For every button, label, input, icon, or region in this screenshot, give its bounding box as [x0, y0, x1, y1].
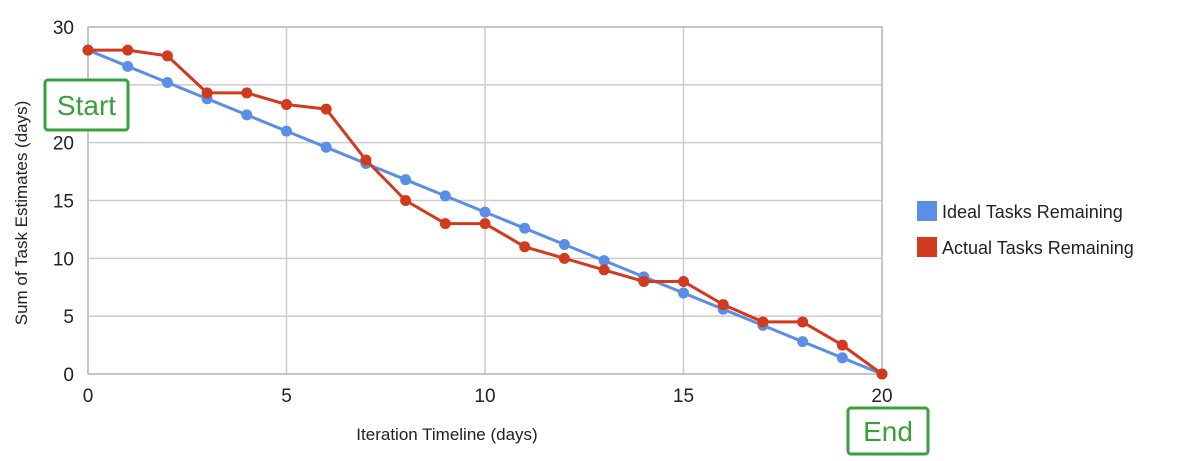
actual-data-point [281, 98, 292, 110]
x-tick-label: 10 [474, 386, 495, 407]
annotation-layer: Start End [43, 78, 930, 456]
actual-data-point [876, 368, 888, 380]
ideal-data-point [678, 287, 689, 299]
ideal-data-point [479, 206, 491, 218]
y-tick-label: 30 [53, 18, 74, 39]
ideal-data-point [558, 238, 570, 250]
ideal-legend-label: Ideal Tasks Remaining [942, 202, 1123, 222]
y-tick-label: 10 [53, 249, 74, 270]
actual-data-point [836, 339, 848, 351]
x-tick-label: 20 [871, 386, 892, 407]
y-axis-title: Sum of Task Estimates (days) [12, 101, 31, 326]
actual-legend-swatch [917, 237, 937, 257]
start-annotation-label: Start [57, 90, 116, 121]
ideal-data-point [241, 109, 253, 121]
y-tick-label: 5 [63, 307, 74, 328]
actual-data-point [122, 44, 134, 56]
actual-data-point [638, 275, 650, 287]
plot-border [87, 26, 883, 375]
ideal-data-point [281, 125, 292, 137]
actual-data-point [161, 50, 173, 62]
series-layer [82, 44, 888, 380]
actual-data-point [598, 264, 610, 276]
actual-data-point [82, 44, 94, 56]
ideal-data-point [400, 174, 412, 186]
ideal-data-point [598, 255, 610, 267]
actual-data-point [241, 87, 253, 99]
ideal-data-point [836, 352, 848, 364]
actual-legend-label: Actual Tasks Remaining [942, 238, 1134, 258]
legend: Ideal Tasks Remaining Actual Tasks Remain… [917, 201, 1134, 258]
x-tick-label: 15 [673, 386, 694, 407]
x-tick-label: 0 [83, 386, 94, 407]
actual-data-point [797, 316, 809, 328]
x-axis-title: Iteration Timeline (days) [356, 425, 537, 444]
actual-data-point [757, 316, 769, 328]
actual-data-point [558, 252, 570, 264]
ideal-data-point [519, 222, 531, 234]
grid-layer [87, 26, 883, 375]
actual-data-point [320, 103, 332, 115]
ideal-data-point [122, 60, 134, 72]
start-annotation-box [43, 78, 130, 132]
ideal-data-point [161, 77, 173, 89]
end-annotation-box [846, 406, 930, 456]
ideal-data-point [797, 336, 809, 348]
ideal-data-point [439, 190, 451, 202]
actual-data-point [479, 218, 491, 230]
ideal-data-point [320, 141, 332, 153]
actual-data-point [201, 87, 213, 99]
actual-data-point [717, 299, 729, 311]
end-annotation-label: End [863, 416, 913, 447]
y-tick-label: 20 [53, 134, 74, 155]
x-tick-label: 5 [281, 386, 292, 407]
ideal-legend-swatch [917, 201, 937, 221]
actual-data-point [360, 154, 372, 166]
actual-data-point [400, 195, 412, 206]
actual-data-point [519, 241, 531, 253]
y-tick-label: 0 [63, 365, 74, 386]
actual-data-point [678, 275, 689, 287]
y-tick-label: 15 [53, 192, 74, 213]
actual-data-point [439, 218, 451, 230]
